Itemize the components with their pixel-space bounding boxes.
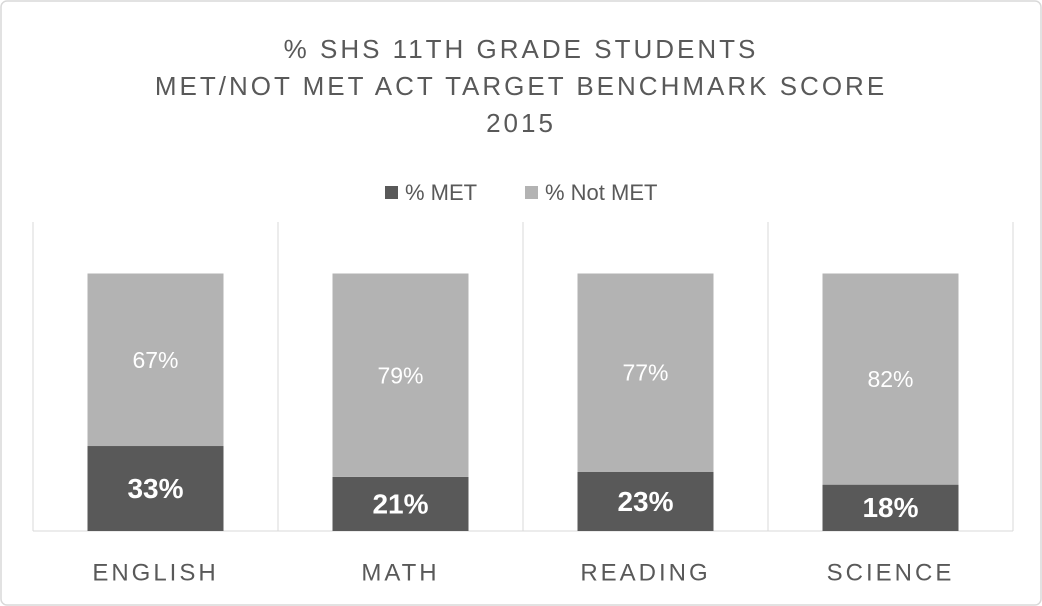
chart-title: % SHS 11TH GRADE STUDENTS <box>284 34 759 64</box>
chart-title: MET/NOT MET ACT TARGET BENCHMARK SCORE <box>155 71 887 101</box>
data-label: 21% <box>372 488 428 519</box>
bar-segment <box>822 484 959 531</box>
x-tick-label: MATH <box>361 559 439 586</box>
data-label: 79% <box>377 362 423 388</box>
bar-segment <box>87 273 224 447</box>
bar-segment <box>577 471 714 531</box>
x-tick-label: ENGLISH <box>92 559 218 586</box>
chart-title: 2015 <box>486 108 556 138</box>
data-label: 82% <box>867 366 913 392</box>
legend-swatch <box>385 186 398 199</box>
legend-swatch <box>525 186 538 199</box>
bar-segment <box>332 273 469 477</box>
bar-segment <box>87 446 224 531</box>
legend-label: % Not MET <box>545 180 657 205</box>
data-label: 18% <box>862 492 918 523</box>
x-tick-label: SCIENCE <box>827 559 955 586</box>
bar-segment <box>332 476 469 531</box>
data-label: 77% <box>622 360 668 386</box>
legend-label: % MET <box>405 180 477 205</box>
data-label: 33% <box>127 473 183 504</box>
bar-segment <box>577 273 714 472</box>
data-label: 67% <box>132 347 178 373</box>
x-tick-label: READING <box>580 559 710 586</box>
bar-segment <box>822 273 959 485</box>
data-label: 23% <box>617 486 673 517</box>
